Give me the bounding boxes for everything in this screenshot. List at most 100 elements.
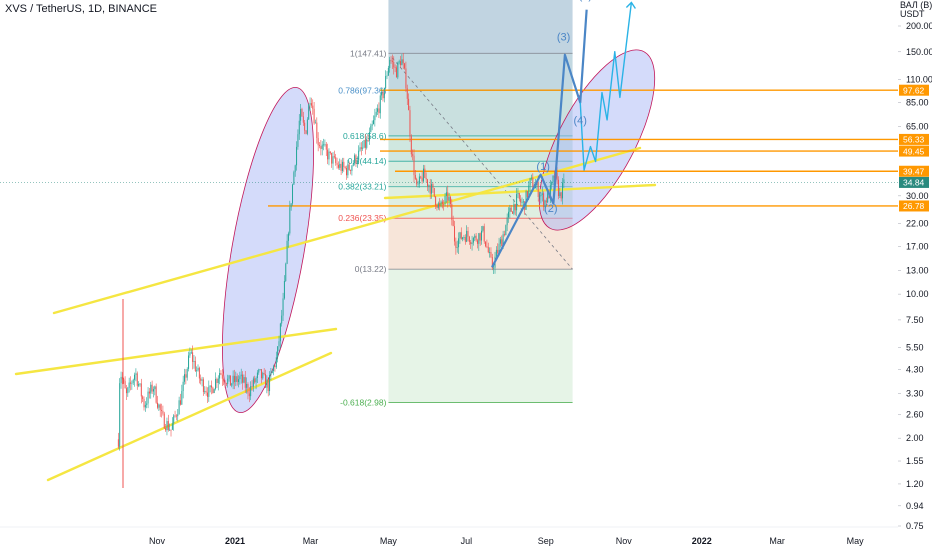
candle-body <box>312 105 314 109</box>
candle-body <box>246 383 248 388</box>
candle-body <box>125 388 127 394</box>
candle-body <box>379 95 381 114</box>
candle-body <box>254 378 256 383</box>
candle-body <box>350 169 352 171</box>
candle-body <box>493 267 495 269</box>
candle-body <box>421 177 423 182</box>
candle-body <box>189 352 191 356</box>
candle-body <box>528 185 530 197</box>
candle-body <box>448 196 450 201</box>
candle-body <box>464 237 466 242</box>
candle-body <box>341 161 343 171</box>
candle-body <box>239 376 241 380</box>
candle-body <box>556 172 558 180</box>
candle-body <box>128 382 130 388</box>
candle-body <box>310 103 312 106</box>
candle-body <box>364 140 366 148</box>
fibonacci-retracement: 1(147.41) 0.786(97.36) 0.618(58.6) 0.5(44.1… <box>338 0 573 408</box>
candle-body <box>301 108 303 117</box>
candle-body <box>429 185 431 194</box>
price-tick-label: 1.55 <box>906 456 924 466</box>
candle-body <box>563 179 565 183</box>
candle-body <box>400 61 402 66</box>
candle-body <box>339 163 341 168</box>
candle-body <box>247 383 249 394</box>
candle-body <box>260 369 262 379</box>
price-label-bg <box>899 200 929 212</box>
candle-body <box>354 155 356 164</box>
candle-body <box>215 378 217 390</box>
candle-body <box>135 373 137 375</box>
candle-body <box>532 177 534 189</box>
fib-level-label: 0.618(58.6) <box>343 131 387 141</box>
candle-body <box>383 88 385 99</box>
candle-body <box>540 194 542 197</box>
candle-body <box>143 398 145 408</box>
time-tick-label: Nov <box>149 536 166 546</box>
candle-body <box>491 257 493 269</box>
candle-body <box>516 194 518 211</box>
price-tick-label: 1.20 <box>906 479 924 489</box>
price-tick-label: 22.00 <box>906 219 929 229</box>
candle-body <box>120 376 122 384</box>
candle-body <box>414 175 416 179</box>
current-price-bg <box>899 176 929 188</box>
price-tick-label: 0.75 <box>906 521 924 531</box>
candle-body <box>526 191 528 197</box>
candle-body <box>204 391 206 392</box>
candle-body <box>166 421 168 431</box>
candle-body <box>394 67 396 68</box>
candle-body <box>360 147 362 149</box>
candle-body <box>506 217 508 226</box>
candle-body <box>487 247 489 253</box>
candle-body <box>282 298 284 316</box>
candle-body <box>432 184 434 188</box>
candle-body <box>243 377 245 383</box>
price-tick-label: 4.30 <box>906 365 924 375</box>
candle-body <box>479 233 481 241</box>
candle-body <box>155 386 157 403</box>
candle-body <box>266 379 268 388</box>
fib-level-label: 0(13.22) <box>355 264 387 274</box>
candle-body <box>332 156 334 164</box>
candle-body <box>185 374 187 378</box>
candle-body <box>146 403 148 405</box>
candle-body <box>173 415 175 424</box>
price-tick-label: 10.00 <box>906 289 929 299</box>
candle-body <box>258 369 260 373</box>
candle-body <box>201 379 203 381</box>
candle-body <box>485 241 487 247</box>
candle-body <box>328 151 330 160</box>
candle-body <box>463 237 465 238</box>
candle-body <box>560 192 562 199</box>
candle-body <box>401 59 403 66</box>
candle-body <box>476 240 478 244</box>
candle-body <box>389 59 391 68</box>
candle-body <box>309 103 311 105</box>
candle-body <box>305 130 307 134</box>
candle-body <box>474 235 476 238</box>
candle-body <box>333 156 335 158</box>
candle-body <box>510 207 512 212</box>
candle-body <box>179 400 181 405</box>
candle-body <box>547 191 549 203</box>
candle-body <box>184 374 186 382</box>
candle-body <box>158 404 160 408</box>
candle-body <box>346 168 348 176</box>
price-tick-label: 5.50 <box>906 343 924 353</box>
candle-body <box>351 165 353 171</box>
candle-body <box>512 211 514 214</box>
candle-body <box>385 76 387 89</box>
candle-body <box>371 124 373 126</box>
candle-body <box>127 387 129 394</box>
candle-body <box>503 234 505 236</box>
candle-body <box>551 181 553 186</box>
candle-body <box>362 147 364 149</box>
candle-body <box>327 149 329 160</box>
candle-body <box>377 108 379 112</box>
candle-body <box>440 201 442 206</box>
candle-body <box>194 360 196 371</box>
candle-body <box>363 140 365 148</box>
candle-body <box>470 241 472 245</box>
